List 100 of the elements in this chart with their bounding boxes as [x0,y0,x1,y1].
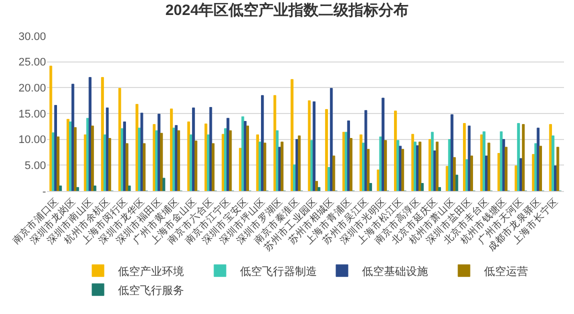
bar [364,110,368,191]
bar [209,107,212,191]
bar [256,134,259,191]
bar [517,123,520,191]
bar [438,187,441,191]
bar [298,135,301,191]
bar [552,135,554,191]
bar [414,142,416,191]
bar [138,128,141,191]
bar [480,134,484,191]
y-tick-label: 30.00 [18,30,46,43]
bar [382,98,384,191]
bar [226,118,230,191]
bar [222,134,225,191]
bar [328,166,330,191]
bar [258,142,262,191]
bar [455,174,458,191]
bar [56,136,60,191]
bar [522,124,525,191]
bar [160,132,163,191]
bar [162,178,166,191]
bar [360,134,362,191]
bar [394,110,397,191]
bar [362,142,365,191]
bar [482,131,486,191]
bar [172,128,176,191]
bar [177,130,180,191]
bar [142,143,146,191]
bar [66,118,70,191]
bar [450,114,454,191]
legend-label: 低空基础设施 [362,264,428,278]
bar [91,126,94,191]
bar [152,124,156,191]
bar [325,109,328,191]
bar [549,124,552,191]
bar [123,122,126,191]
bar [539,146,542,191]
bar [120,128,124,191]
bar [204,124,208,191]
bar [108,138,112,191]
y-tick-label: 15.00 [18,108,46,120]
y-tick-label: 25.00 [18,56,46,69]
bar [106,108,109,191]
bar [514,165,518,191]
bar [446,166,449,191]
y-tick-label: 5.00 [24,160,46,172]
bar [436,142,439,191]
bar [312,101,316,191]
bar [369,183,372,191]
bar [520,158,522,191]
y-tick-label: 20.00 [18,82,46,95]
bar [428,139,432,191]
bar [104,134,106,191]
bar [244,121,247,191]
bar [224,128,227,191]
bar [396,140,400,191]
bar [536,128,540,191]
bar [502,139,506,191]
legend-label: 低空飞行器制造 [240,264,317,278]
bar [246,126,249,191]
bar [295,139,298,191]
bar [497,153,500,191]
bar [49,66,52,191]
bar [126,143,128,191]
y-tick-label: 10.00 [18,134,46,146]
bar [187,122,190,191]
bar [54,104,58,191]
bar [101,77,104,191]
bar [485,156,488,191]
bar [332,156,336,191]
bar [69,122,72,191]
bar [261,95,264,191]
legend-label: 低空产业环境 [118,264,184,278]
bar [330,88,333,191]
bar [420,183,424,191]
bar [453,157,456,191]
bar [468,126,471,191]
bar [280,142,284,191]
bar [318,187,320,191]
bar [310,140,314,191]
bar [532,154,535,191]
bar [263,142,266,191]
bar [416,145,419,191]
chart-title: 2024年区低空产业指数二级指标分布 [165,1,409,20]
bar [487,142,490,191]
y-tick-label: - [42,186,46,198]
bar [170,108,173,191]
bar [228,130,232,191]
bar [504,146,508,191]
bar [554,165,557,191]
bar [448,139,451,191]
bar [350,138,352,191]
bar [194,140,198,191]
bar [128,186,131,191]
bar [347,120,350,191]
bar [470,156,474,191]
bar [52,132,55,191]
bar [463,123,466,191]
legend-label: 低空飞行服务 [118,284,184,297]
bar [384,140,387,191]
